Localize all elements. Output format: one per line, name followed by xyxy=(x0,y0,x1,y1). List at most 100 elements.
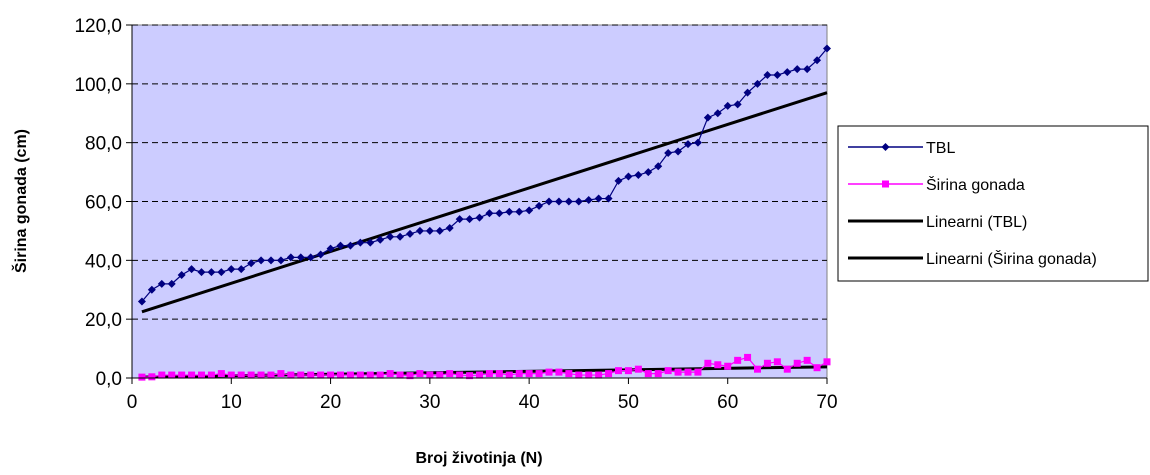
data-point xyxy=(148,373,156,381)
series-line xyxy=(141,356,828,378)
data-point xyxy=(406,229,414,238)
y-axis-title: Širina gonada (cm) xyxy=(11,129,30,273)
data-point xyxy=(535,370,543,378)
data-point xyxy=(634,365,642,373)
data-point xyxy=(743,88,752,97)
data-point xyxy=(286,253,295,262)
data-point xyxy=(664,367,672,375)
legend-item: TBL xyxy=(848,140,955,157)
data-point xyxy=(257,256,266,265)
data-point xyxy=(585,371,593,379)
data-point xyxy=(326,244,335,253)
data-point xyxy=(267,371,275,379)
data-point xyxy=(693,138,702,147)
legend-items: TBL Širina gonada Linearni (TBL) Linearni (… xyxy=(848,140,1097,268)
data-point xyxy=(654,162,663,171)
data-point xyxy=(466,372,474,380)
series-line xyxy=(141,48,828,302)
data-point xyxy=(535,201,544,210)
data-point xyxy=(485,209,494,218)
trendline-0 xyxy=(141,91,828,314)
data-point xyxy=(644,370,652,378)
data-point xyxy=(564,197,573,206)
data-point xyxy=(614,176,623,185)
data-point xyxy=(475,213,484,222)
series-1 xyxy=(138,353,831,381)
data-point xyxy=(575,371,583,379)
legend-item: Linearni (TBL) xyxy=(848,214,1027,231)
legend: TBL Širina gonada Linearni (TBL) Linearni (… xyxy=(837,125,1149,282)
data-point xyxy=(138,373,146,381)
data-point xyxy=(267,256,275,265)
x-tick-label: 0 xyxy=(127,392,138,413)
data-point xyxy=(713,109,722,118)
data-series xyxy=(137,44,831,381)
data-point xyxy=(237,371,245,379)
data-point xyxy=(664,148,673,157)
x-tick-label: 40 xyxy=(519,392,540,413)
data-point xyxy=(565,370,573,378)
data-point xyxy=(366,238,375,247)
y-tick-label: 60,0 xyxy=(85,193,122,214)
data-point xyxy=(495,370,503,378)
y-tick-label: 40,0 xyxy=(85,251,122,272)
x-tick-label: 10 xyxy=(221,392,242,413)
data-point xyxy=(426,371,434,379)
legend-item: Širina gonada xyxy=(848,175,1025,194)
data-point xyxy=(476,371,483,379)
data-point xyxy=(336,241,345,250)
grid-lines xyxy=(132,24,827,320)
x-tick-label: 70 xyxy=(816,392,837,413)
data-point xyxy=(763,71,772,80)
legend-label: Širina gonada xyxy=(926,175,1025,194)
data-point xyxy=(734,356,742,364)
data-point xyxy=(337,371,344,379)
data-point xyxy=(684,140,692,149)
data-point xyxy=(147,285,156,294)
data-point xyxy=(803,356,811,364)
data-point xyxy=(157,279,166,288)
data-point xyxy=(198,371,205,379)
y-tick-label: 20,0 xyxy=(85,310,122,331)
data-point xyxy=(257,371,265,379)
data-point xyxy=(694,368,702,376)
legend-label: Linearni (TBL) xyxy=(926,214,1027,231)
data-point xyxy=(406,372,414,380)
data-point xyxy=(605,370,613,378)
data-point xyxy=(237,265,246,274)
legend-label: Linearni (Širina gonada) xyxy=(926,249,1097,268)
data-point xyxy=(207,268,216,277)
data-point xyxy=(813,364,821,372)
data-point xyxy=(277,370,285,378)
data-point xyxy=(793,65,802,74)
y-tick-label: 0,0 xyxy=(96,369,122,390)
data-point xyxy=(456,371,464,379)
data-point xyxy=(644,168,653,177)
data-point xyxy=(733,100,742,109)
data-point xyxy=(376,235,385,244)
data-point xyxy=(584,196,593,205)
y-tick-label: 80,0 xyxy=(85,134,122,155)
data-point xyxy=(227,265,236,274)
data-point xyxy=(455,215,464,224)
data-point xyxy=(495,209,504,218)
data-point xyxy=(654,370,662,378)
data-point xyxy=(177,271,186,280)
data-point xyxy=(744,353,752,361)
data-point xyxy=(425,226,434,235)
data-point xyxy=(624,367,632,375)
x-tick-label: 60 xyxy=(717,392,738,413)
data-point xyxy=(803,65,812,74)
data-point xyxy=(316,250,325,259)
data-point xyxy=(515,207,524,216)
y-tick-label: 120,0 xyxy=(74,16,122,37)
data-point xyxy=(505,371,513,379)
data-point xyxy=(773,358,781,366)
data-point xyxy=(465,215,474,224)
series-0 xyxy=(137,44,831,306)
data-point xyxy=(217,268,226,277)
y-tick-label: 100,0 xyxy=(74,75,122,96)
data-point xyxy=(178,371,186,379)
data-point xyxy=(317,371,325,379)
